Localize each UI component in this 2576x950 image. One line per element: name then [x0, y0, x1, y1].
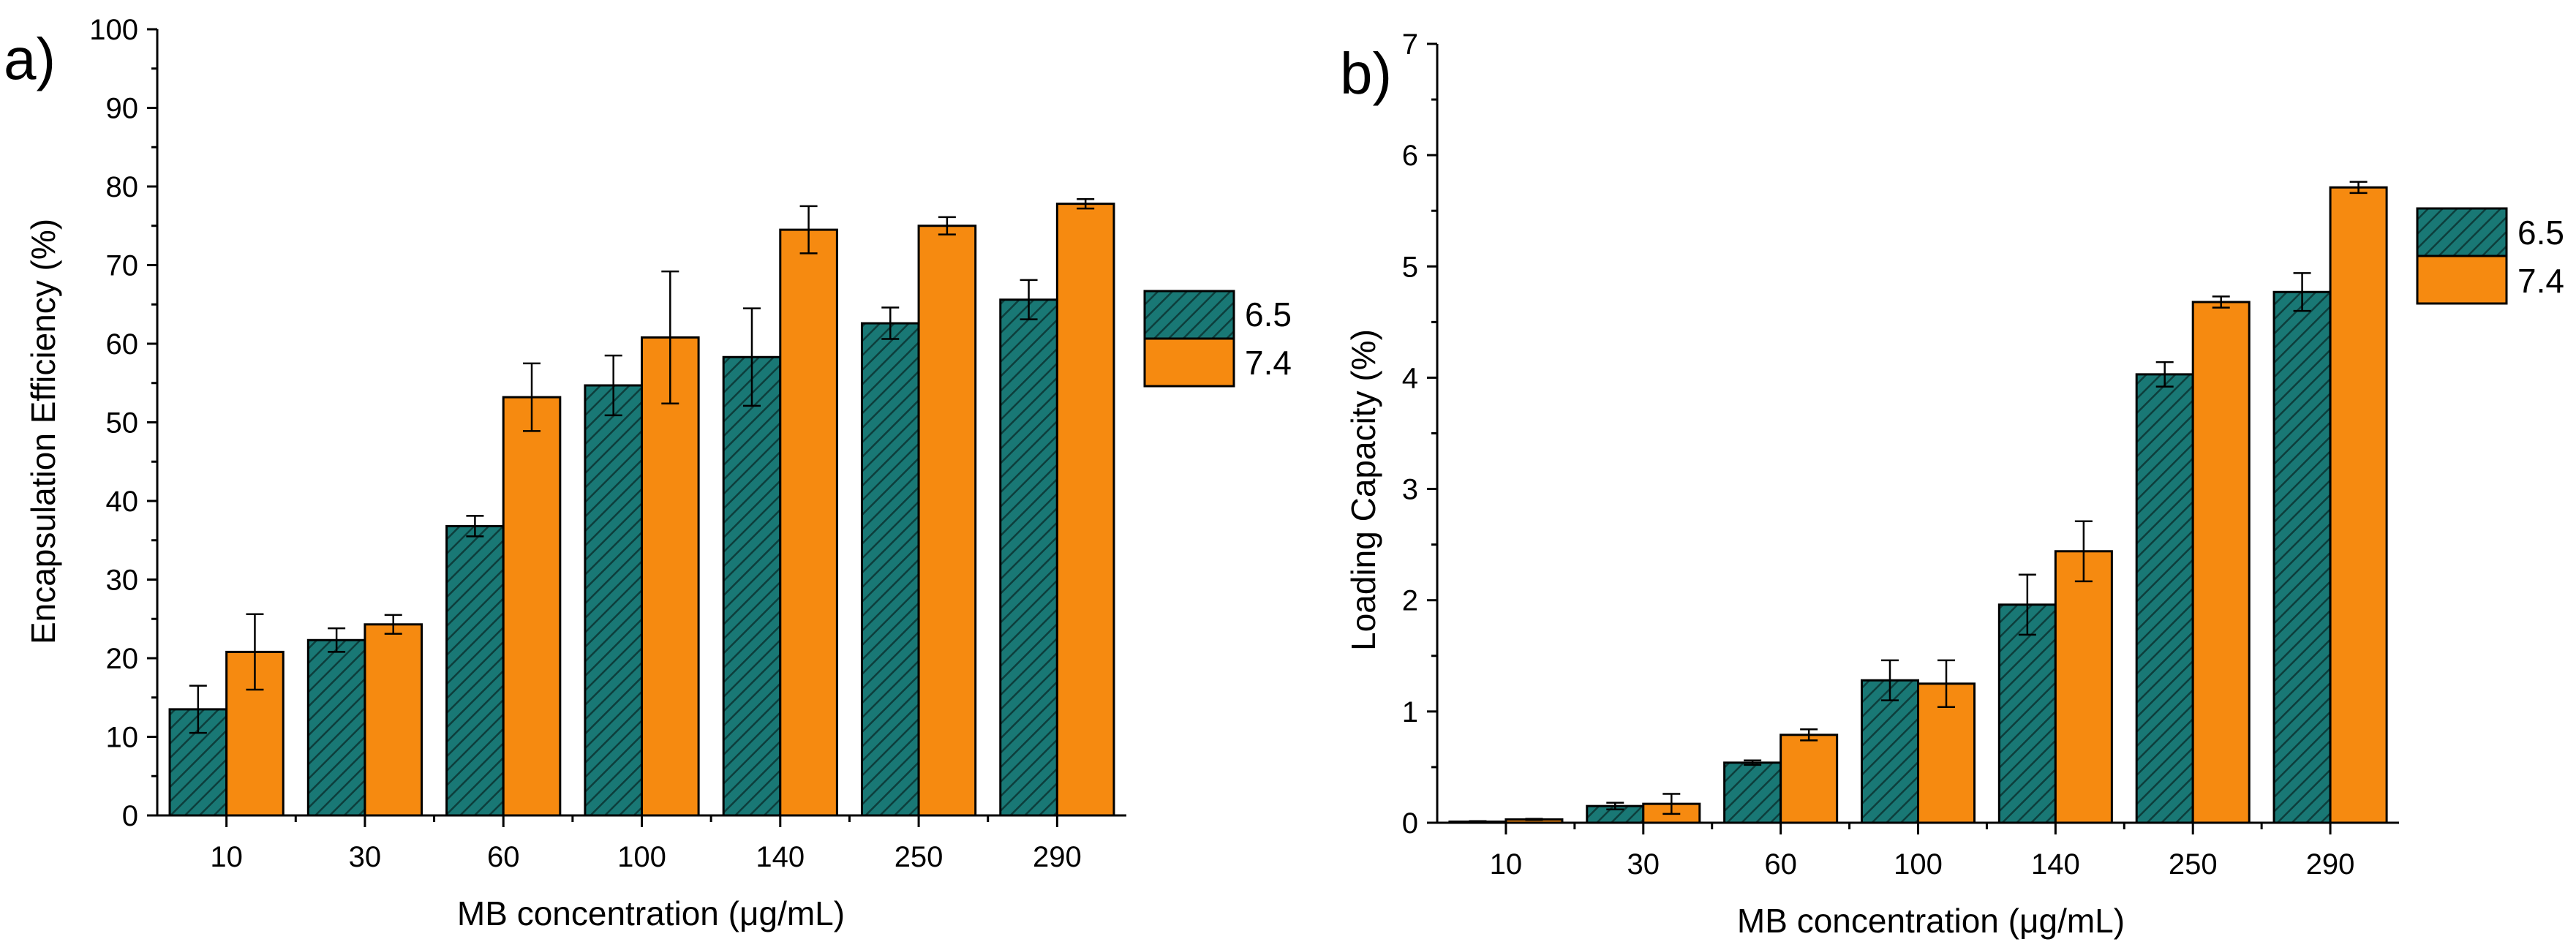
y-tick-label-a: 10 [106, 722, 139, 754]
bar-7-4-250-a [917, 225, 977, 817]
bar-6-5-250-a [860, 322, 920, 817]
panel-label-a: a) [4, 26, 56, 91]
bar-7-4-140-b [2054, 550, 2113, 824]
x-axis-title-b: MB concentration (μg/mL) [1737, 902, 2125, 940]
bar-7-4-290-a [1055, 203, 1115, 817]
bar-7-4-30-a [364, 623, 423, 817]
y-tick-label-b: 1 [1402, 696, 1418, 728]
y-tick-label-a: 70 [106, 250, 139, 282]
x-tick-label-b: 140 [2031, 848, 2080, 881]
bar-6-5-100-a [584, 384, 644, 817]
bar-7-4-100-a [641, 336, 700, 817]
chart-panel-a: a) Encapsulation Efficiency (%) MB conce… [4, 14, 1292, 932]
x-tick-label-a: 60 [487, 841, 520, 873]
y-tick-label-a: 30 [106, 565, 139, 597]
y-tick-label-b: 0 [1402, 807, 1418, 840]
y-tick-label-a: 0 [122, 800, 138, 832]
bar-7-4-60-a [502, 396, 562, 817]
bar-7-4-140-a [779, 228, 838, 817]
y-tick-label-a: 40 [106, 486, 139, 518]
x-tick-label-a: 250 [895, 841, 944, 873]
x-tick-label-a: 30 [349, 841, 382, 873]
bar-6-5-30-a [306, 638, 366, 817]
bar-6-5-140-b [1997, 603, 2057, 824]
legend-label-6-5-a: 6.5 [1245, 295, 1292, 333]
y-tick-label-a: 100 [89, 14, 138, 46]
x-tick-label-b: 30 [1627, 848, 1660, 881]
legend-label-7-4-a: 7.4 [1245, 344, 1292, 382]
x-tick-label-a: 100 [617, 841, 666, 873]
legend-b: 6.5 7.4 [2416, 207, 2564, 305]
x-axis-title-a: MB concentration (μg/mL) [457, 894, 845, 932]
bar-7-4-290-b [2329, 186, 2388, 824]
x-tick-label-b: 10 [1490, 848, 1523, 881]
x-tick-label-a: 290 [1033, 841, 1082, 873]
bar-6-5-140-a [722, 355, 782, 817]
y-tick-label-a: 60 [106, 328, 139, 361]
legend-label-7-4-b: 7.4 [2517, 262, 2564, 300]
y-tick-label-b: 4 [1402, 362, 1418, 394]
bars-a [168, 197, 1115, 817]
y-tick-label-a: 20 [106, 643, 139, 675]
y-axis-title-a: Encapsulation Efficiency (%) [24, 219, 62, 644]
axes-a: 0 10 20 30 40 50 60 70 80 90 100 10 30 60 100 140 250 290 [89, 14, 1126, 873]
bar-6-5-100-b [1860, 679, 1919, 824]
x-tick-label-b: 100 [1894, 848, 1943, 881]
bars-b [1448, 181, 2388, 824]
y-tick-label-a: 50 [106, 407, 139, 440]
x-tick-label-a: 10 [210, 841, 243, 873]
legend-label-6-5-b: 6.5 [2517, 214, 2564, 252]
legend-swatch-6-5-a [1143, 290, 1235, 340]
panel-label-b: b) [1340, 41, 1392, 106]
y-tick-label-a: 90 [106, 93, 139, 125]
legend-a: 6.5 7.4 [1143, 290, 1292, 388]
y-tick-label-b: 5 [1402, 251, 1418, 283]
x-tick-label-b: 60 [1764, 848, 1797, 881]
y-tick-label-a: 80 [106, 171, 139, 203]
y-tick-label-b: 2 [1402, 585, 1418, 617]
bar-6-5-290-b [2272, 290, 2332, 824]
bar-6-5-250-b [2135, 373, 2194, 824]
x-tick-label-a: 140 [756, 841, 805, 873]
y-tick-label-b: 7 [1402, 29, 1418, 61]
legend-swatch-7-4-b [2416, 255, 2508, 305]
legend-swatch-7-4-a [1143, 337, 1235, 388]
bar-6-5-290-a [999, 298, 1058, 817]
x-tick-label-b: 290 [2306, 848, 2355, 881]
bar-6-5-60-a [445, 524, 505, 817]
y-axis-title-b: Loading Capacity (%) [1344, 329, 1382, 651]
bar-6-5-60-b [1723, 761, 1782, 824]
y-tick-label-b: 3 [1402, 474, 1418, 506]
y-tick-label-b: 6 [1402, 140, 1418, 172]
chart-panel-b: b) Loading Capacity (%) MB concentration… [1340, 29, 2564, 940]
bar-7-4-60-b [1780, 734, 1839, 824]
x-tick-label-b: 250 [2169, 848, 2218, 881]
bar-7-4-250-b [2191, 301, 2251, 824]
legend-swatch-6-5-b [2416, 207, 2508, 257]
